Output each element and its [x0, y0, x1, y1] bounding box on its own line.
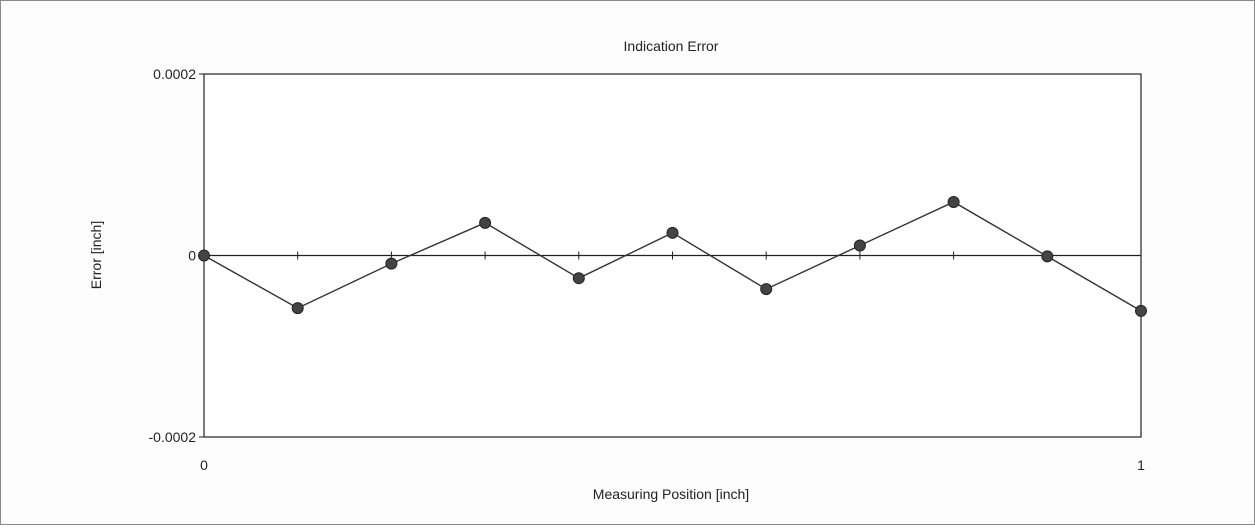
- x-axis-label: Measuring Position [inch]: [593, 486, 749, 502]
- data-point: [947, 195, 960, 208]
- y-axis-label: Error [inch]: [88, 221, 104, 289]
- chart-title: Indication Error: [624, 38, 719, 54]
- data-point: [760, 283, 773, 296]
- data-point: [572, 272, 585, 285]
- data-point: [853, 239, 866, 252]
- x-tick-label: 1: [1137, 457, 1145, 473]
- data-point: [666, 226, 679, 239]
- data-point: [1135, 304, 1147, 317]
- y-tick-label: -0.0002: [149, 429, 197, 445]
- data-point: [291, 302, 304, 315]
- data-point: [198, 249, 210, 262]
- data-point: [385, 257, 398, 270]
- y-tick-label: 0.0002: [153, 66, 196, 82]
- data-point: [1041, 250, 1054, 263]
- y-tick-label: 0: [188, 248, 196, 264]
- data-point: [479, 216, 492, 229]
- x-tick-label: 0: [200, 457, 208, 473]
